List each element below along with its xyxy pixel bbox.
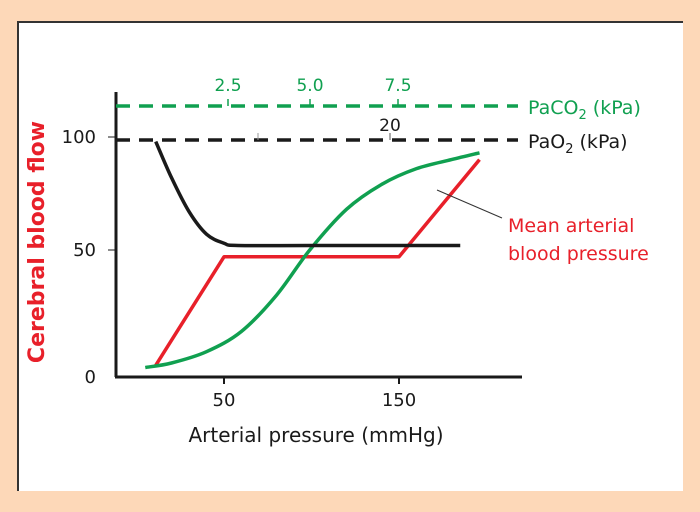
series-line-paco2	[144, 151, 480, 370]
x-tick-label: 50	[213, 390, 236, 411]
leader-line	[436, 189, 503, 219]
x-tick-label: 150	[382, 390, 416, 411]
x-axis-label: Arterial pressure (mmHg)	[188, 423, 443, 447]
paco2-label: PaCO2 (kPa)	[528, 97, 641, 123]
map-label-line2: blood pressure	[508, 243, 649, 265]
paco2-tick-label: 2.5	[214, 76, 241, 96]
paco2-tick-label: 7.5	[384, 76, 411, 96]
pao2-tick-label: 20	[379, 116, 401, 136]
map-label-line1: Mean arterial	[508, 215, 634, 237]
pao2-label: PaO2 (kPa)	[528, 131, 628, 157]
series-line-pao2	[154, 140, 461, 248]
y-tick-label: 50	[73, 240, 96, 261]
y-axis-label: Cerebral blood flow	[25, 121, 50, 363]
series-line-map	[154, 158, 481, 367]
y-tick-label: 100	[62, 127, 96, 148]
y-tick-label: 0	[85, 367, 96, 388]
paco2-tick-label: 5.0	[296, 76, 323, 96]
